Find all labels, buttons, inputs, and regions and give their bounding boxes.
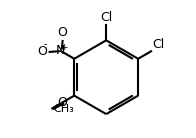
Text: Cl: Cl	[100, 11, 112, 24]
Text: O: O	[37, 45, 47, 58]
Text: -: -	[43, 39, 47, 49]
Text: CH₃: CH₃	[54, 104, 74, 114]
Text: O: O	[58, 26, 68, 39]
Text: +: +	[61, 43, 68, 52]
Text: O: O	[57, 96, 67, 109]
Text: N: N	[56, 44, 65, 57]
Text: Cl: Cl	[152, 38, 165, 51]
